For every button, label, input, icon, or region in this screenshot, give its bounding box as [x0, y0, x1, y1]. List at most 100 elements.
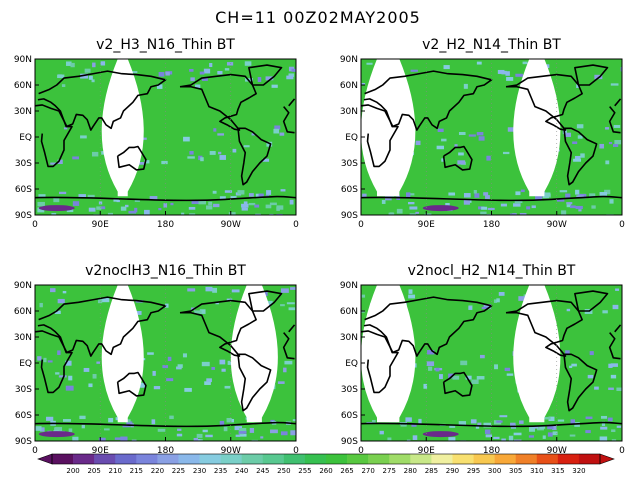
bt-cell [66, 209, 74, 213]
bt-cell [476, 376, 485, 380]
bt-cell [542, 416, 551, 420]
bt-cell [485, 434, 492, 438]
bt-cell [217, 70, 223, 75]
bt-cell [591, 205, 596, 209]
colorbar-swatch [494, 454, 516, 464]
bt-cell [572, 141, 578, 145]
bt-cell [144, 209, 150, 215]
bt-cell [616, 387, 622, 392]
bt-cell [502, 151, 510, 155]
coastline [361, 330, 621, 394]
bt-cell [443, 65, 450, 70]
bt-cell [72, 436, 79, 441]
bt-cell [131, 439, 137, 441]
bt-cell [476, 132, 484, 136]
bt-cell [228, 212, 236, 215]
bt-cell [468, 134, 476, 137]
bt-cell [362, 193, 367, 198]
colorbar-swatch [347, 454, 369, 464]
bt-cell [575, 205, 583, 210]
cold-spot [422, 205, 459, 212]
bt-cell [408, 294, 416, 299]
bt-cell [475, 426, 480, 429]
x-tick-label: 90W [547, 220, 567, 230]
coastline [574, 290, 609, 312]
bt-cell [47, 360, 53, 363]
colorbar-swatch [157, 454, 179, 464]
bt-cell [463, 83, 468, 89]
bt-cell [571, 363, 577, 367]
bt-cell [221, 368, 226, 372]
bt-cell [289, 199, 294, 205]
bt-cell [600, 426, 608, 430]
bt-cell [161, 160, 168, 165]
bt-cell [573, 158, 582, 162]
bt-cell [271, 84, 278, 88]
no-data-swath [101, 285, 144, 423]
bt-cell [486, 155, 491, 161]
y-tick-label: 60N [14, 81, 32, 91]
bt-cell [274, 125, 281, 130]
bt-cell [470, 419, 477, 424]
bt-cell [288, 307, 296, 311]
cold-spot [38, 431, 75, 438]
y-tick-label: 30N [340, 333, 358, 343]
no-data-swath [230, 285, 278, 423]
bt-cell [468, 306, 473, 310]
coastline [35, 104, 295, 168]
bt-cell [518, 296, 527, 301]
map-area [35, 285, 296, 441]
bt-cell [96, 361, 101, 364]
bt-cell [238, 428, 247, 432]
x-tick-label: 90E [92, 446, 109, 456]
bt-cell [257, 77, 262, 83]
bt-cell [478, 136, 485, 141]
bt-cell [167, 356, 172, 362]
bt-cell [126, 421, 133, 426]
antarctica-coastline [361, 421, 622, 428]
colorbar-label: 225 [172, 467, 185, 475]
bt-cell [599, 143, 605, 149]
colorbar-swatch [94, 454, 116, 464]
coastline [505, 73, 583, 131]
x-tick-label: 0 [358, 220, 364, 230]
bt-cell [460, 360, 468, 366]
bt-cell [265, 76, 274, 81]
bt-cell [248, 202, 256, 206]
bt-cell [441, 158, 446, 162]
bt-cell [62, 419, 71, 422]
bt-cell [589, 351, 594, 356]
map-panel: v2nocl_H2_N14_Thin BT 90N 60N 30N EQ 30S 60S 90… [340, 263, 625, 456]
bt-cell [153, 386, 161, 390]
bt-cell [576, 124, 584, 129]
bt-cell [415, 211, 419, 214]
colorbar-swatch [73, 454, 95, 464]
coastline [179, 73, 257, 131]
bt-cell [39, 302, 43, 308]
bt-cell [474, 193, 480, 198]
bt-cell [115, 417, 120, 421]
bt-cell [125, 419, 131, 423]
bt-cell [519, 213, 527, 215]
coastline [361, 104, 621, 168]
bt-cell [238, 430, 247, 434]
bt-cell [609, 199, 614, 204]
bt-cell [84, 68, 91, 73]
y-tick-label: 90S [15, 437, 32, 447]
bt-cell [361, 294, 366, 298]
bt-cell [202, 429, 208, 433]
bt-cell [415, 140, 421, 146]
bt-cell [57, 74, 65, 79]
bt-cell [288, 73, 295, 77]
colorbar-label: 200 [66, 467, 79, 475]
bt-cell [471, 379, 479, 384]
bt-cell [547, 432, 553, 437]
bt-cell [176, 433, 183, 437]
colorbar-label: 315 [551, 467, 564, 475]
coastline [505, 299, 583, 357]
bt-cell [612, 304, 619, 310]
bt-cell [284, 360, 293, 365]
panel-title: v2nocl_H2_N14_Thin BT [408, 263, 576, 279]
bt-cell [55, 372, 60, 375]
